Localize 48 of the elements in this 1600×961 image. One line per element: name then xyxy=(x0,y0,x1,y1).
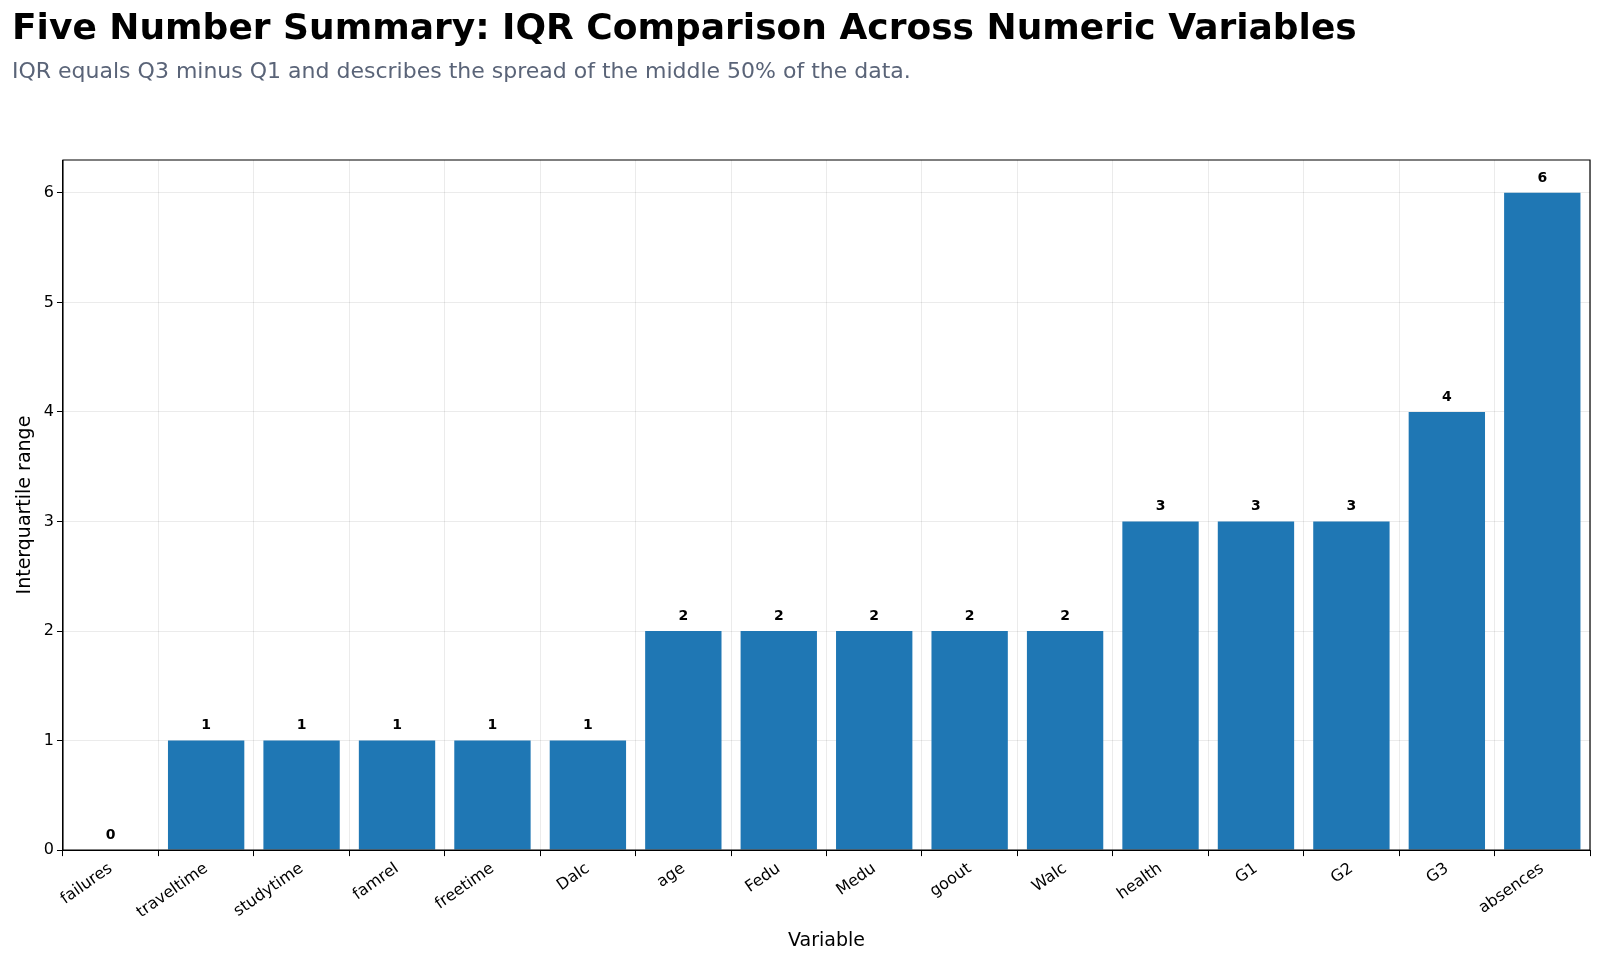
bar xyxy=(740,631,817,850)
y-axis-title: Interquartile range xyxy=(12,415,35,595)
data-label: 2 xyxy=(964,606,975,623)
data-label: 1 xyxy=(201,716,212,733)
bar xyxy=(1313,521,1390,850)
data-label: 0 xyxy=(105,825,116,842)
data-label: 1 xyxy=(583,716,593,733)
bar xyxy=(358,740,436,850)
bar xyxy=(645,631,722,850)
y-tick-label: 3 xyxy=(43,510,54,530)
x-tick-label: Dalc xyxy=(552,858,593,894)
data-label: 1 xyxy=(392,716,402,733)
y-tick-label: 1 xyxy=(43,729,54,749)
bar xyxy=(1026,631,1104,850)
data-label: 1 xyxy=(487,716,498,733)
chart-title: Five Number Summary: IQR Comparison Across Numeric Variables xyxy=(12,6,1357,47)
data-label: 3 xyxy=(1155,497,1166,514)
x-axis-title: Variable xyxy=(788,927,865,950)
bar xyxy=(1408,411,1486,850)
bar xyxy=(1504,192,1581,850)
bar xyxy=(167,740,245,850)
bar xyxy=(454,740,531,850)
data-label: 6 xyxy=(1537,168,1548,185)
data-label: 1 xyxy=(296,716,307,733)
y-tick-label: 2 xyxy=(43,620,54,640)
y-tick-label: 6 xyxy=(43,182,54,202)
data-label: 4 xyxy=(1441,387,1452,404)
bar xyxy=(836,631,913,850)
data-label: 2 xyxy=(678,606,689,623)
x-tick-label: age xyxy=(652,858,689,891)
y-tick-label: 0 xyxy=(43,839,54,859)
bar xyxy=(1217,521,1295,850)
data-label: 3 xyxy=(1251,497,1261,514)
data-label: 2 xyxy=(869,606,880,623)
x-tick-label: Walc xyxy=(1027,858,1070,896)
bar xyxy=(549,740,627,850)
chart-subtitle: IQR equals Q3 minus Q1 and describes the spread of the middle 50% of the data. xyxy=(12,58,911,83)
data-label: 2 xyxy=(773,606,784,623)
y-tick-label: 4 xyxy=(43,401,54,421)
bar xyxy=(263,740,340,850)
bar xyxy=(931,631,1008,850)
bar xyxy=(1122,521,1199,850)
y-tick-label: 5 xyxy=(43,291,54,311)
data-label: 2 xyxy=(1060,606,1070,623)
x-tick-label: G1 xyxy=(1231,858,1261,887)
x-tick-label: G3 xyxy=(1422,858,1452,887)
x-tick-label: G2 xyxy=(1326,858,1357,887)
data-label: 3 xyxy=(1346,497,1357,514)
